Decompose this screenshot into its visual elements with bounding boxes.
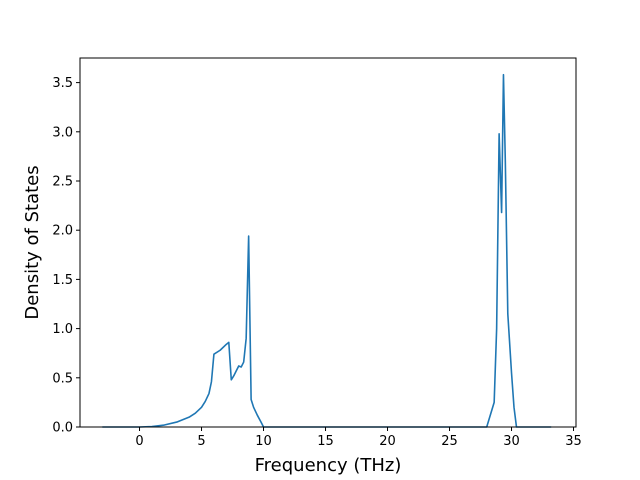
- x-tick-label: 10: [255, 434, 272, 449]
- axes-frame: [79, 57, 577, 428]
- y-tick-label: 1.5: [52, 273, 73, 288]
- series-line-0: [102, 73, 552, 428]
- y-tick-label: 2.0: [52, 224, 73, 239]
- x-tick-label: 30: [503, 434, 520, 449]
- y-tick-label: 3.0: [52, 125, 73, 140]
- x-tick-label: 20: [379, 434, 396, 449]
- y-axis-label: Density of States: [22, 165, 43, 319]
- x-tick-label: 5: [197, 434, 205, 449]
- y-tick-label: 0.0: [52, 421, 73, 436]
- x-tick-label: 0: [135, 434, 143, 449]
- y-tick-label: 2.5: [52, 175, 73, 190]
- x-tick-label: 25: [441, 434, 458, 449]
- x-tick-label: 35: [565, 434, 582, 449]
- axis-ticks: 0 5 10 15 20 25 30 35 0.0 0.5 1.0 1.5 2.0 2.5 3.0 3.5: [52, 76, 581, 449]
- y-tick-label: 3.5: [52, 76, 73, 91]
- y-tick-label: 1.0: [52, 322, 73, 337]
- x-axis-label: Frequency (THz): [255, 455, 402, 476]
- x-tick-label: 15: [317, 434, 334, 449]
- y-tick-label: 0.5: [52, 371, 73, 386]
- plot-area: [102, 73, 552, 428]
